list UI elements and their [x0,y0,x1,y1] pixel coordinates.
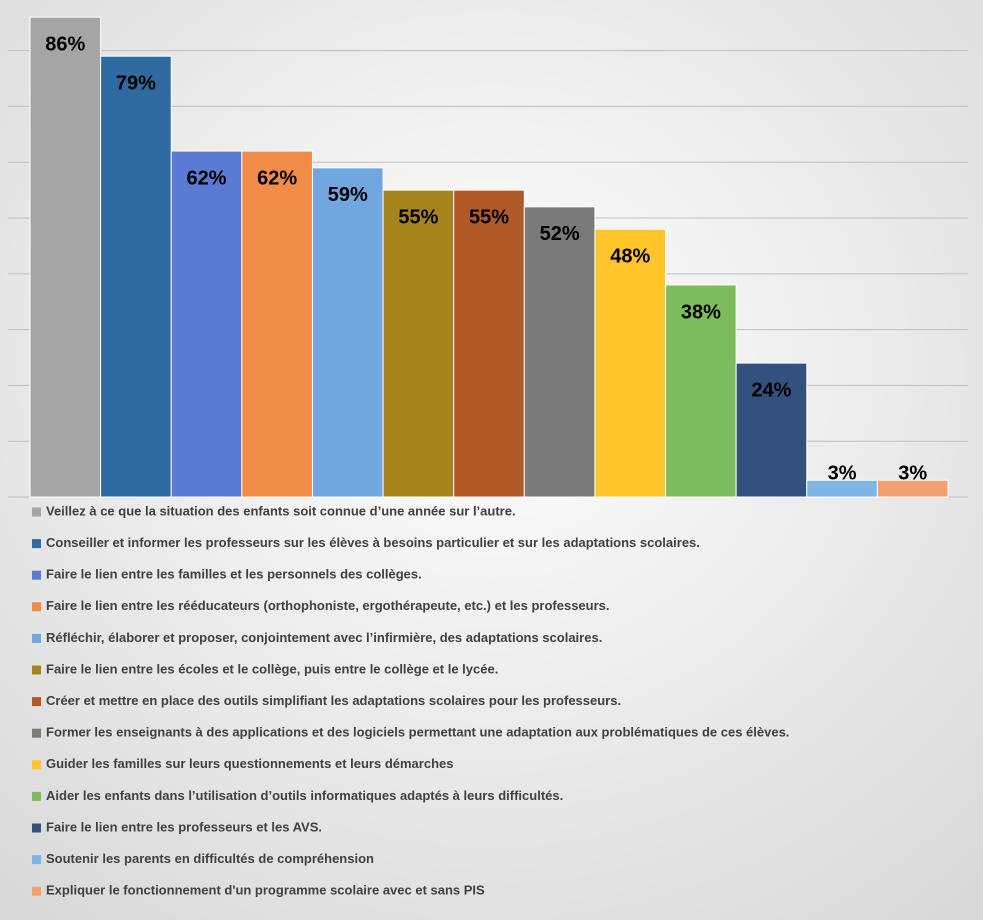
legend-swatch [32,728,41,738]
value-label: 86% [45,33,85,55]
legend-swatch [32,570,41,580]
bar [382,189,455,498]
legend-label: Former les enseignants à des application… [46,725,789,740]
bar [170,150,243,498]
value-label: 62% [187,167,227,189]
value-label: 3% [828,463,857,485]
bar [453,189,525,498]
bar [523,206,596,498]
bar [29,16,102,498]
legend-label: Conseiller et informer les professeurs s… [46,535,700,550]
value-label: 48% [610,245,650,267]
legend-swatch [32,602,41,612]
legend-label: Faire le lien entre les professeurs et l… [46,819,322,834]
legend-swatch [32,665,41,675]
legend-swatch [32,791,41,801]
legend-swatch [32,760,41,770]
bar [100,55,172,498]
legend-label: Créer et mettre en place des outils simp… [46,693,621,708]
value-label: 55% [469,206,509,228]
legend-swatch [32,697,41,707]
value-label: 52% [540,223,580,245]
value-label: 24% [751,379,791,401]
bar [876,479,949,498]
legend-label: Soutenir les parents en difficultés de c… [46,851,374,866]
legend-label: Faire le lien entre les familles et les … [46,567,422,582]
legend-label: Faire le lien entre les écoles et le col… [46,661,498,676]
legend-label: Expliquer le fonctionnement d'un program… [46,883,485,898]
legend-label: Faire le lien entre les rééducateurs (or… [46,598,610,613]
legend-swatch [32,886,41,896]
value-label: 79% [116,72,156,94]
legend-label: Guider les familles sur leurs questionne… [46,756,453,771]
legend-label: Aider les enfants dans l’utilisation d’o… [46,788,563,803]
value-label: 55% [398,206,438,228]
legend-swatch [32,539,41,549]
legend-swatch [32,823,41,833]
bar [311,167,384,498]
bar [665,284,737,498]
legend-label: Réfléchir, élaborer et proposer, conjoin… [46,630,602,645]
value-label: 62% [257,167,297,189]
value-label: 3% [898,463,927,485]
legend-swatch [32,633,41,643]
bar [594,228,667,498]
bar [241,150,313,498]
legend-swatch [32,507,41,517]
legend-label: Veillez à ce que la situation des enfant… [46,503,516,518]
value-label: 38% [681,301,721,323]
legend-swatch [32,855,41,865]
bar [735,362,808,498]
value-label: 59% [328,184,368,206]
